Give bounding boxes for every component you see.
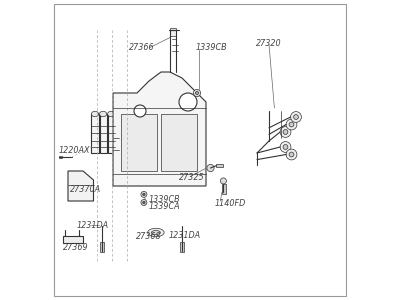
Bar bbox=[91, 114, 99, 153]
Text: 1339CA: 1339CA bbox=[149, 202, 181, 211]
Ellipse shape bbox=[151, 230, 160, 235]
Bar bbox=[216, 164, 222, 167]
Bar bbox=[108, 114, 115, 153]
Text: 27366: 27366 bbox=[129, 44, 154, 52]
Circle shape bbox=[194, 89, 201, 97]
Bar bbox=[161, 114, 197, 171]
Bar bbox=[100, 242, 104, 252]
Text: 27369: 27369 bbox=[62, 243, 88, 252]
Circle shape bbox=[220, 178, 226, 184]
Bar bbox=[180, 242, 184, 252]
Text: 1140FD: 1140FD bbox=[214, 199, 246, 208]
Circle shape bbox=[294, 115, 298, 119]
Circle shape bbox=[280, 127, 291, 137]
Circle shape bbox=[280, 142, 291, 152]
Bar bbox=[100, 114, 107, 153]
Circle shape bbox=[286, 149, 297, 160]
Bar bbox=[170, 28, 176, 36]
Ellipse shape bbox=[100, 111, 107, 117]
Bar bbox=[120, 114, 156, 171]
Circle shape bbox=[141, 191, 147, 197]
Text: 1339CB: 1339CB bbox=[196, 44, 228, 52]
Text: 27370A: 27370A bbox=[70, 185, 101, 194]
Circle shape bbox=[289, 152, 294, 157]
Text: 1339CB: 1339CB bbox=[149, 195, 181, 204]
Circle shape bbox=[289, 122, 294, 127]
Circle shape bbox=[179, 93, 197, 111]
Text: 27320: 27320 bbox=[256, 39, 282, 48]
Text: 27325: 27325 bbox=[179, 173, 205, 182]
Bar bbox=[222, 184, 226, 194]
Text: 27368: 27368 bbox=[136, 232, 161, 241]
Bar bbox=[59, 156, 62, 158]
Circle shape bbox=[143, 193, 145, 196]
Text: 1231DA: 1231DA bbox=[169, 231, 201, 240]
Polygon shape bbox=[113, 72, 206, 186]
Circle shape bbox=[207, 164, 214, 172]
Bar bbox=[62, 236, 83, 243]
Circle shape bbox=[134, 105, 146, 117]
Circle shape bbox=[290, 112, 302, 122]
Text: 1220AX: 1220AX bbox=[58, 146, 90, 155]
Circle shape bbox=[283, 130, 288, 134]
Circle shape bbox=[196, 92, 198, 94]
Ellipse shape bbox=[91, 111, 99, 117]
Ellipse shape bbox=[148, 228, 164, 237]
Circle shape bbox=[143, 201, 145, 204]
Polygon shape bbox=[68, 171, 94, 201]
Circle shape bbox=[141, 200, 147, 206]
Text: 1231DA: 1231DA bbox=[77, 220, 109, 230]
Ellipse shape bbox=[108, 111, 115, 117]
Circle shape bbox=[283, 145, 288, 149]
Circle shape bbox=[286, 119, 297, 130]
